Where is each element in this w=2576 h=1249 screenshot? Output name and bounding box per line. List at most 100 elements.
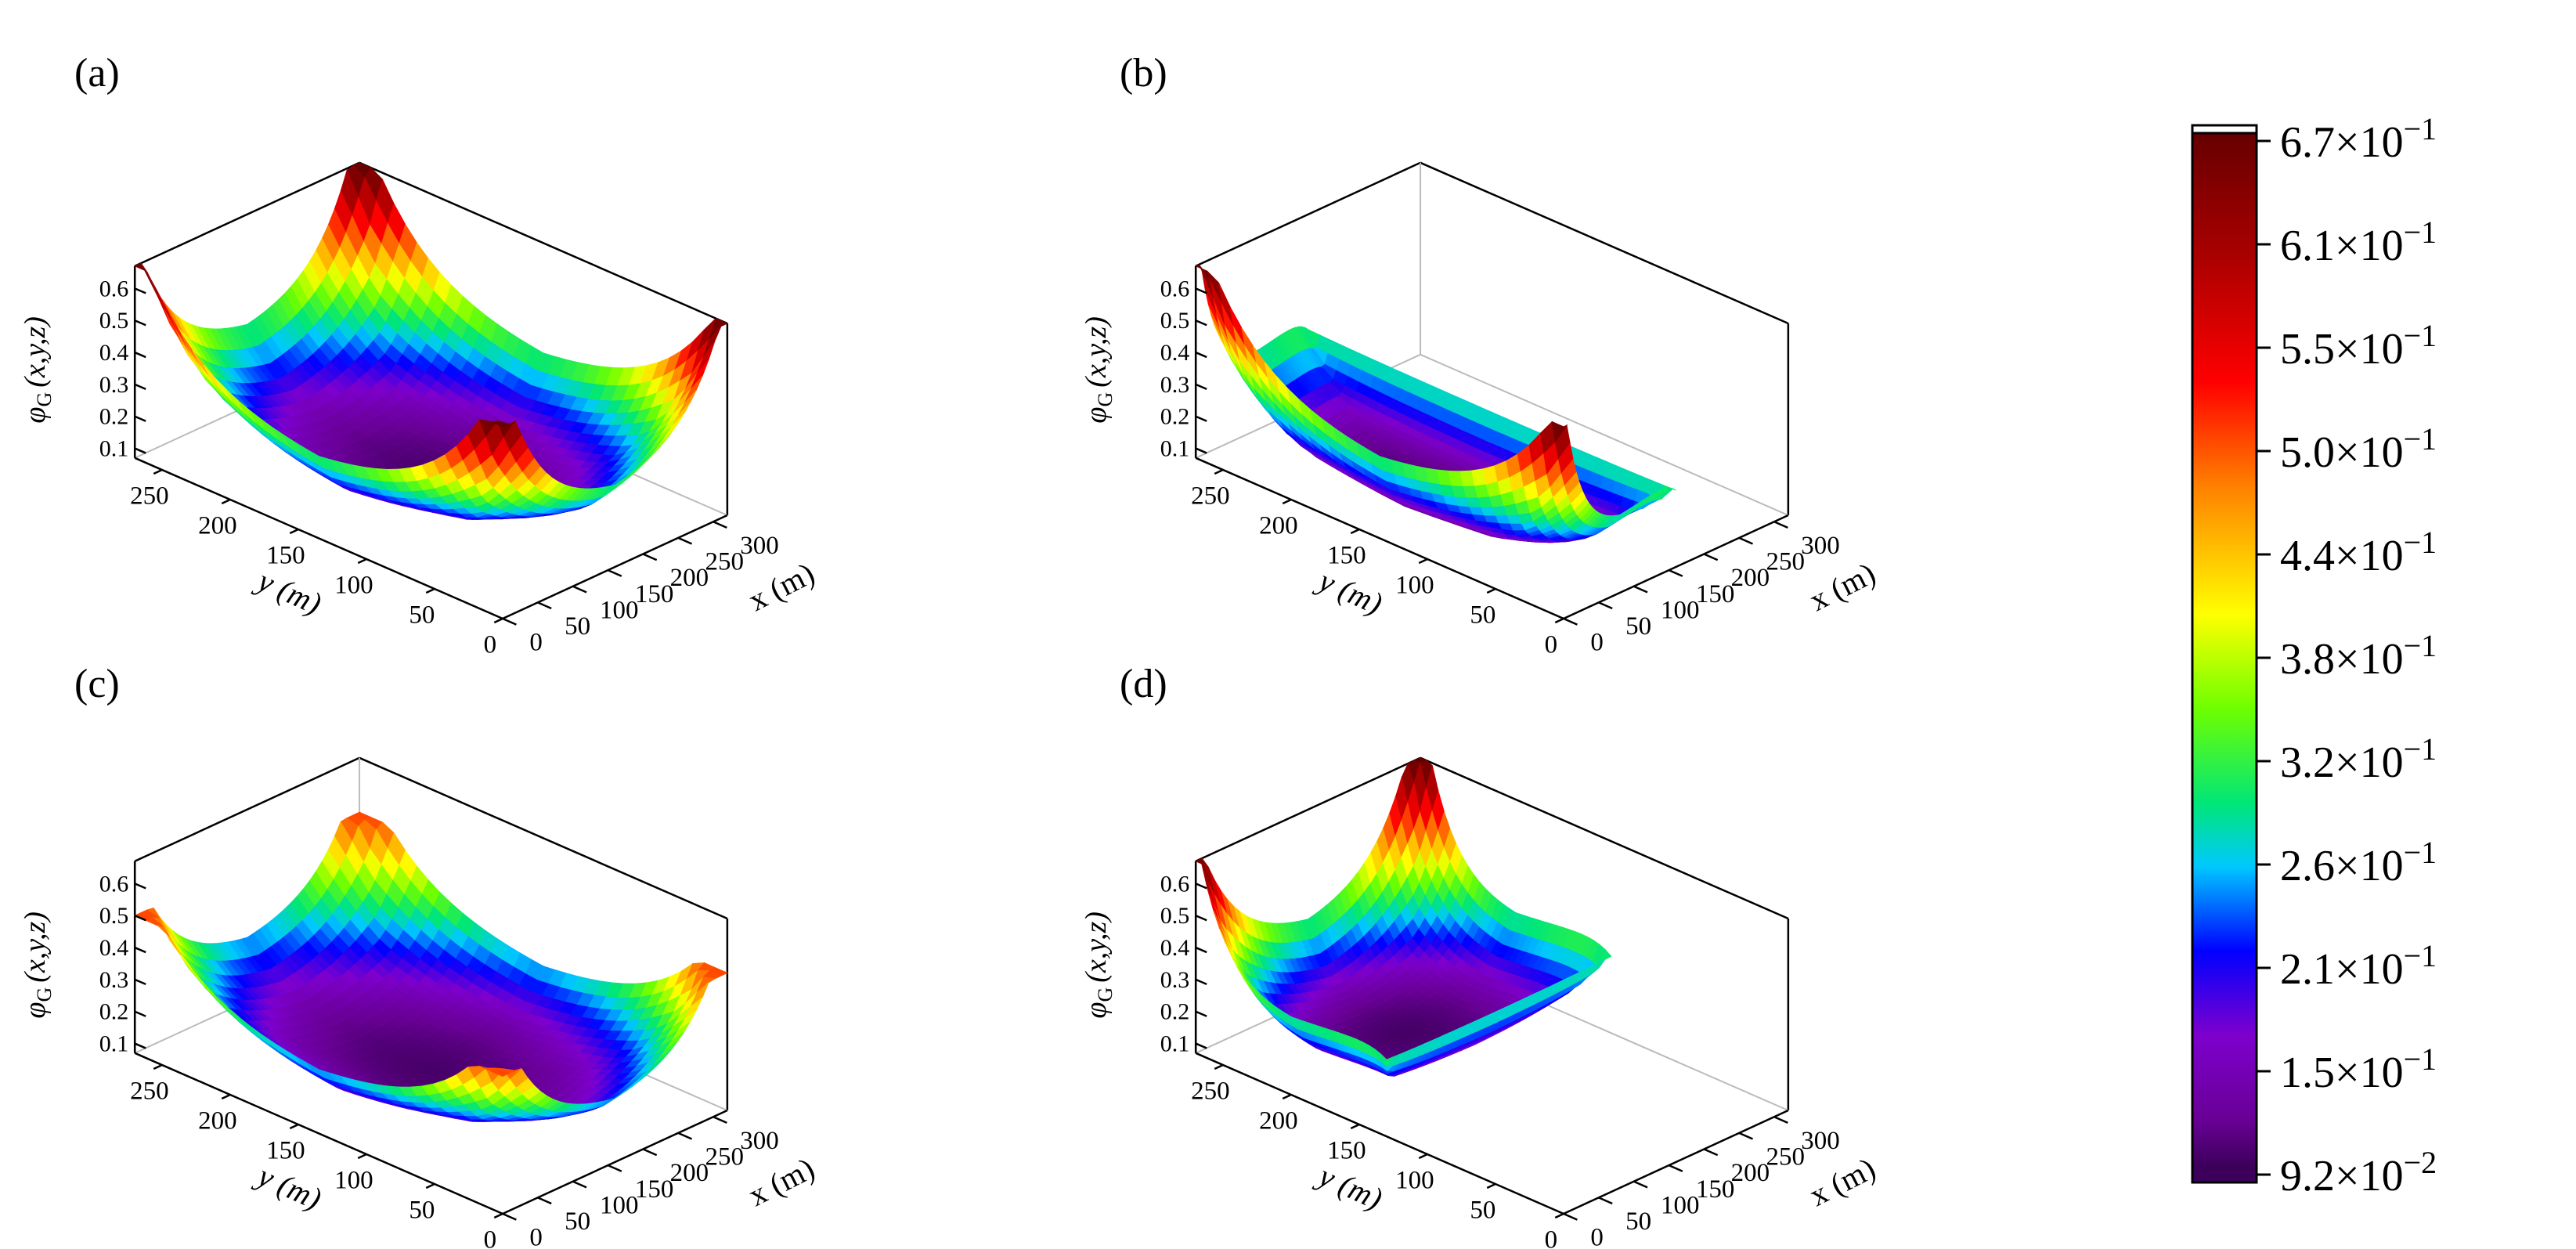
z-tick-label: 0.3: [1160, 967, 1190, 993]
y-tick: [357, 1153, 367, 1160]
y-tick-label: 250: [130, 1077, 169, 1105]
x-tick-label: 100: [1661, 1191, 1700, 1219]
z-axis-label: φG(x,y,z): [19, 911, 56, 1019]
surface: [133, 162, 729, 520]
y-tick: [1214, 1063, 1224, 1070]
x-tick-label: 300: [740, 532, 779, 560]
z-tick: [134, 978, 146, 986]
x-tick: [677, 536, 693, 545]
y-tick: [153, 1063, 163, 1070]
x-tick: [502, 617, 517, 626]
z-tick-label: 0.6: [99, 276, 129, 301]
panel-d: 0501001502002503000501001502002500.10.20…: [1080, 662, 1881, 1249]
z-tick: [134, 287, 146, 294]
y-tick-label: 250: [1191, 1077, 1230, 1105]
z-tick: [134, 1042, 146, 1049]
colorbar-label-exponent: −1: [2404, 421, 2437, 457]
z-axis-label-phi: φ: [1080, 407, 1113, 424]
x-tick-label: 0: [529, 1224, 543, 1249]
x-tick: [1563, 1212, 1578, 1221]
y-tick: [1214, 468, 1224, 475]
x-tick: [1598, 601, 1613, 610]
z-tick: [1195, 415, 1207, 422]
y-tick: [357, 558, 367, 565]
y-tick: [1418, 1153, 1428, 1160]
colorbar-label-exponent: −1: [2404, 525, 2437, 560]
colorbar-label-mantissa: 6.7: [2280, 118, 2335, 167]
y-tick: [493, 617, 503, 624]
y-tick-label: 50: [1470, 1196, 1495, 1224]
x-tick-label: 300: [1801, 532, 1840, 560]
z-tick-label: 0.1: [1160, 436, 1190, 462]
surface: [1194, 757, 1612, 1077]
z-axis-label-phi: φ: [19, 407, 52, 424]
z-tick: [1195, 447, 1207, 454]
colorbar: 6.7×10−16.1×10−15.5×10−15.0×10−14.4×10−1…: [2191, 111, 2437, 1200]
y-tick-label: 50: [1470, 601, 1495, 629]
y-axis-label: y (m): [1311, 561, 1387, 622]
x-tick-label: 200: [670, 1159, 709, 1187]
z-tick: [1195, 946, 1207, 954]
colorbar-label-times: ×10: [2335, 1049, 2404, 1097]
colorbar-label-mantissa: 3.8: [2280, 635, 2335, 684]
colorbar-label-exponent: −1: [2404, 215, 2437, 250]
z-tick: [1195, 1042, 1207, 1049]
z-axis-label-sub: G: [33, 987, 56, 1002]
x-tick: [1773, 521, 1788, 529]
x-axis-line: [1563, 514, 1789, 620]
x-tick-label: 150: [1696, 1175, 1735, 1204]
x-tick: [713, 1116, 727, 1124]
y-tick: [425, 587, 435, 594]
z-axis-label-args: (x,y,z): [19, 316, 52, 388]
z-axis-label-args: (x,y,z): [19, 911, 52, 983]
surface: [133, 811, 729, 1122]
x-tick: [537, 1197, 552, 1205]
x-tick-label: 100: [600, 1191, 639, 1219]
colorbar-label-mantissa: 5.5: [2280, 325, 2335, 374]
y-tick: [289, 1123, 299, 1130]
x-axis-label: x (m): [1804, 1150, 1881, 1213]
box-edge: [1420, 161, 1789, 325]
z-tick-label: 0.6: [1160, 276, 1190, 301]
y-tick: [1282, 498, 1292, 505]
z-tick-label: 0.4: [99, 340, 129, 366]
box-edge: [134, 161, 360, 267]
x-tick: [537, 601, 552, 610]
y-tick-label: 150: [266, 541, 305, 569]
colorbar-label: 1.5×10−1: [2280, 1041, 2437, 1097]
x-tick-label: 200: [1731, 564, 1770, 592]
y-tick: [289, 528, 299, 535]
y-tick-label: 200: [198, 1106, 237, 1135]
y-axis-label: y (m): [250, 561, 327, 622]
colorbar-label: 5.0×10−1: [2280, 421, 2437, 477]
z-tick-label: 0.4: [99, 935, 129, 961]
x-tick-label: 0: [529, 629, 543, 657]
colorbar-label-exponent: −1: [2404, 1041, 2437, 1077]
colorbar-label-times: ×10: [2335, 325, 2404, 374]
z-tick: [134, 447, 146, 454]
y-tick-label: 50: [409, 601, 435, 629]
box-edge-back: [1420, 353, 1789, 516]
x-tick-label: 150: [635, 1175, 674, 1204]
x-tick-label: 250: [705, 1143, 744, 1171]
colorbar-label: 2.1×10−1: [2280, 938, 2437, 994]
y-tick-label: 100: [1395, 1166, 1434, 1194]
y-tick: [1282, 1093, 1292, 1100]
y-tick: [1350, 528, 1360, 535]
z-tick-label: 0.5: [1160, 903, 1190, 929]
x-tick: [1738, 536, 1754, 545]
y-axis-label: y (m): [250, 1157, 327, 1217]
x-tick-label: 200: [1731, 1159, 1770, 1187]
x-tick: [1738, 1132, 1754, 1140]
z-axis-label-args: (x,y,z): [1080, 911, 1113, 983]
colorbar-label-exponent: −1: [2404, 628, 2437, 663]
x-tick-label: 250: [1766, 548, 1805, 576]
x-tick-label: 300: [1801, 1127, 1840, 1155]
y-tick-label: 250: [130, 482, 169, 510]
z-axis-label-args: (x,y,z): [1080, 316, 1113, 388]
surface: [1194, 264, 1676, 543]
box-edge: [1195, 161, 1421, 267]
x-tick: [1668, 1164, 1683, 1172]
z-tick: [1195, 1010, 1207, 1017]
colorbar-label-exponent: −1: [2404, 938, 2437, 973]
